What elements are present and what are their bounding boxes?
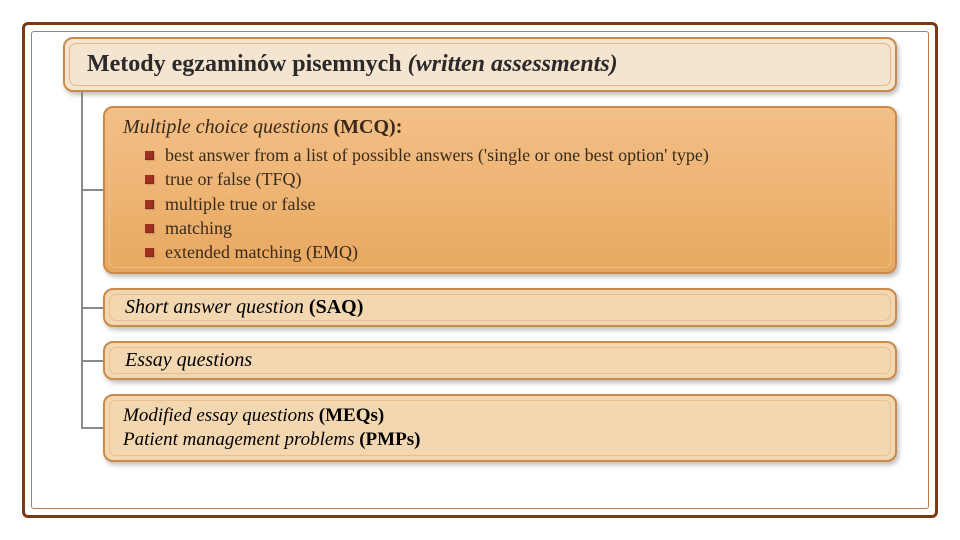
meq-line2-bold: (PMPs): [359, 429, 420, 450]
saq-box: Short answer question (SAQ): [103, 288, 897, 327]
essay-box: Essay questions: [103, 341, 897, 380]
mcq-bullet-list: best answer from a list of possible answ…: [145, 143, 877, 264]
meq-line1-bold: (MEQs): [319, 405, 384, 426]
saq-bold: (SAQ): [309, 296, 363, 318]
children-container: Multiple choice questions (MCQ): best an…: [103, 92, 897, 462]
mcq-heading-bold: (MCQ):: [334, 116, 403, 138]
child-essay-wrap: Essay questions: [103, 327, 897, 380]
meq-line1: Modified essay questions (MEQs): [123, 404, 877, 428]
connector-spine: [81, 92, 83, 429]
meq-box: Modified essay questions (MEQs) Patient …: [103, 394, 897, 462]
mcq-heading-italic: Multiple choice questions: [123, 116, 334, 138]
slide: Metody egzaminów pisemnych (written asse…: [0, 0, 960, 540]
title-box: Metody egzaminów pisemnych (written asse…: [63, 37, 897, 92]
child-saq-wrap: Short answer question (SAQ): [103, 274, 897, 327]
connector-h-saq: [81, 307, 103, 309]
outer-frame: Metody egzaminów pisemnych (written asse…: [22, 22, 938, 518]
title-italic: (written assessments): [408, 51, 618, 77]
meq-line2: Patient management problems (PMPs): [123, 428, 877, 452]
connector-h-meq: [81, 427, 103, 429]
child-mcq-wrap: Multiple choice questions (MCQ): best an…: [103, 92, 897, 274]
connector-h-mcq: [81, 189, 103, 191]
mcq-bullet-item: true or false (TFQ): [145, 167, 877, 191]
mcq-bullet-item: matching: [145, 216, 877, 240]
mcq-heading: Multiple choice questions (MCQ):: [123, 116, 877, 139]
child-meq-wrap: Modified essay questions (MEQs) Patient …: [103, 380, 897, 462]
mcq-bullet-item: extended matching (EMQ): [145, 240, 877, 264]
saq-text: Short answer question: [125, 296, 309, 318]
connector-h-essay: [81, 360, 103, 362]
essay-text: Essay questions: [125, 349, 252, 371]
mcq-box: Multiple choice questions (MCQ): best an…: [103, 106, 897, 274]
mcq-bullet-item: best answer from a list of possible answ…: [145, 143, 877, 167]
title-text: Metody egzaminów pisemnych: [87, 51, 408, 77]
meq-line1-italic: Modified essay questions: [123, 405, 319, 426]
meq-line2-italic: Patient management problems: [123, 429, 359, 450]
hierarchy-tree: Metody egzaminów pisemnych (written asse…: [63, 37, 897, 462]
mcq-bullet-item: multiple true or false: [145, 192, 877, 216]
